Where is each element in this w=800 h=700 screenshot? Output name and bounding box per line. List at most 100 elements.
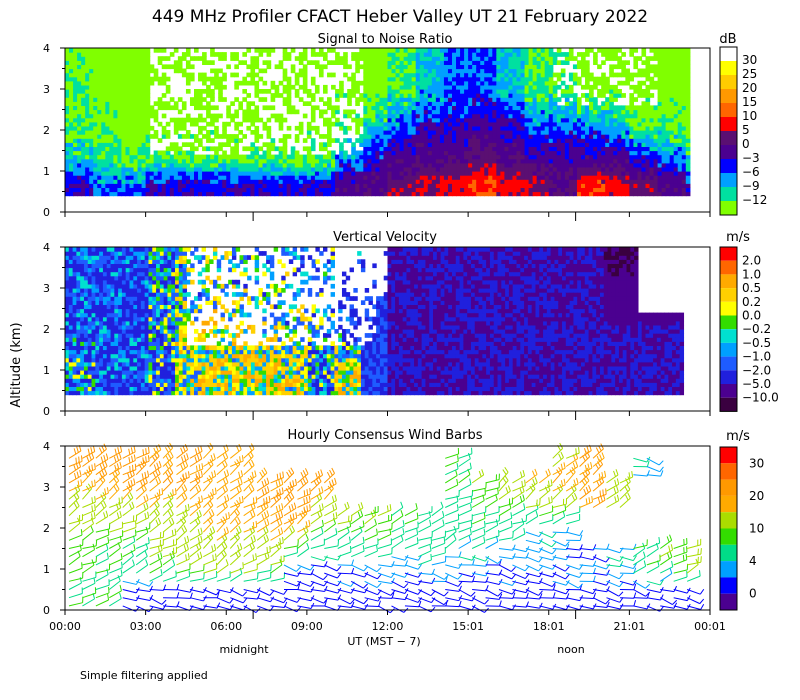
snr-cell <box>137 76 143 82</box>
snr-cell <box>363 158 368 164</box>
snr-cell <box>109 171 114 176</box>
colorbar-frame <box>719 46 738 216</box>
snr-cell <box>681 187 687 193</box>
snr-cell <box>540 89 546 94</box>
snr-cell <box>145 187 151 193</box>
snr-cell <box>496 93 501 98</box>
snr-cell <box>673 138 679 143</box>
snr-cell <box>415 84 421 90</box>
snr-cell <box>77 121 82 127</box>
snr-cell <box>359 52 364 57</box>
snr-cell <box>65 162 70 168</box>
snr-cell <box>508 64 514 70</box>
snr-cell <box>585 179 590 184</box>
snr-cell <box>250 68 256 74</box>
snr-cell <box>173 105 179 111</box>
snr-cell <box>137 93 143 98</box>
snr-cell <box>629 117 635 123</box>
snr-cell <box>641 93 647 98</box>
snr-cell <box>423 166 429 172</box>
snr-cell <box>254 93 260 98</box>
snr-cell <box>141 84 147 90</box>
snr-cell <box>641 175 647 180</box>
snr-cell <box>609 89 614 94</box>
vv-cell <box>80 247 85 252</box>
snr-cell <box>387 97 393 102</box>
snr-cell <box>476 150 481 156</box>
snr-cell <box>669 80 675 86</box>
snr-cell <box>524 117 530 123</box>
snr-cell <box>69 117 74 123</box>
snr-cell <box>89 146 94 152</box>
snr-cell <box>121 76 127 82</box>
snr-cell <box>435 191 441 197</box>
snr-cell <box>363 134 368 139</box>
snr-cell <box>621 68 626 74</box>
vv-cell <box>68 324 74 330</box>
snr-cell <box>391 175 397 180</box>
snr-cell <box>419 175 425 180</box>
snr-cell <box>339 125 344 131</box>
snr-cell <box>500 146 506 152</box>
snr-cell <box>516 175 522 180</box>
snr-cell <box>278 121 284 127</box>
snr-cell <box>581 130 586 135</box>
snr-cell <box>540 162 546 168</box>
snr-heatmap <box>65 48 691 197</box>
snr-cell <box>500 179 506 184</box>
snr-cell <box>214 117 219 123</box>
snr-cell <box>508 150 514 156</box>
snr-cell <box>323 121 328 127</box>
snr-cell <box>379 150 385 156</box>
snr-cell <box>464 158 469 164</box>
snr-cell <box>665 130 671 135</box>
snr-cell <box>568 162 574 168</box>
snr-cell <box>456 130 461 135</box>
snr-cell <box>85 191 90 197</box>
snr-cell <box>532 171 538 176</box>
snr-cell <box>399 179 405 184</box>
snr-cell <box>552 80 558 86</box>
snr-cell <box>254 89 260 94</box>
snr-cell <box>65 84 70 90</box>
snr-cell <box>395 166 401 172</box>
snr-cell <box>149 105 155 111</box>
snr-cell <box>617 138 622 143</box>
snr-cell <box>181 105 187 111</box>
snr-cell <box>564 146 570 152</box>
snr-cell <box>218 113 223 119</box>
snr-cell <box>500 76 506 82</box>
snr-cell <box>371 80 377 86</box>
snr-cell <box>617 93 622 98</box>
snr-cell <box>117 113 123 119</box>
snr-cell <box>113 93 119 98</box>
snr-cell <box>133 89 139 94</box>
snr-cell <box>488 52 493 57</box>
snr-cell <box>544 68 550 74</box>
snr-cell <box>508 52 514 57</box>
snr-cell <box>367 162 372 168</box>
snr-cell <box>613 154 618 160</box>
snr-cell <box>552 97 558 102</box>
snr-cell <box>488 64 493 70</box>
snr-cell <box>464 171 469 176</box>
snr-cell <box>661 97 667 102</box>
snr-cell <box>355 179 360 184</box>
snr-cell <box>496 183 501 188</box>
snr-cell <box>399 93 405 98</box>
snr-cell <box>254 125 260 131</box>
snr-cell <box>262 142 268 147</box>
vv-cell <box>72 288 77 293</box>
snr-cell <box>69 138 74 143</box>
snr-cell <box>516 84 522 90</box>
snr-cell <box>407 64 413 70</box>
snr-cell <box>242 171 248 176</box>
snr-cell <box>218 166 223 172</box>
snr-cell <box>222 162 227 168</box>
snr-cell <box>669 109 675 115</box>
snr-cell <box>443 84 449 90</box>
vv-cell <box>83 271 89 277</box>
snr-cell <box>246 48 252 53</box>
snr-cell <box>645 56 651 61</box>
snr-cell <box>375 68 381 74</box>
